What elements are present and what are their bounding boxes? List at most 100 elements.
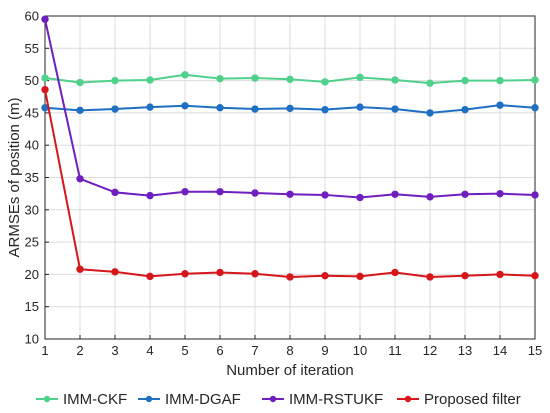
legend-label: IMM-CKF xyxy=(63,391,127,408)
data-point-proposed-filter xyxy=(496,270,504,279)
legend-label: Proposed filter xyxy=(424,391,521,408)
data-point-imm-ckf xyxy=(391,76,399,84)
data-point-imm-rstukf xyxy=(216,188,224,196)
data-point-imm-dgaf xyxy=(426,109,434,117)
data-point-imm-ckf xyxy=(76,78,84,87)
data-point-imm-dgaf xyxy=(496,101,504,109)
data-point-imm-ckf xyxy=(216,74,224,83)
x-tick-label: 2 xyxy=(76,343,83,358)
data-point-imm-dgaf xyxy=(181,102,189,110)
x-tick-label: 11 xyxy=(388,343,402,358)
y-tick-label: 30 xyxy=(25,202,39,217)
data-point-imm-dgaf xyxy=(146,103,154,111)
data-point-imm-ckf xyxy=(426,79,434,87)
data-point-imm-ckf xyxy=(531,76,539,84)
data-point-imm-ckf xyxy=(356,73,364,82)
legend-label: IMM-DGAF xyxy=(165,391,241,408)
data-point-imm-ckf xyxy=(111,76,119,85)
data-point-imm-rstukf xyxy=(356,193,364,202)
data-point-imm-rstukf xyxy=(146,191,154,200)
data-point-proposed-filter xyxy=(391,268,399,277)
data-point-imm-rstukf xyxy=(391,190,399,198)
x-tick-label: 14 xyxy=(493,343,507,358)
x-tick-label: 6 xyxy=(216,343,223,358)
y-axis-label: ARMSEs of position (m) xyxy=(6,97,23,257)
data-point-imm-dgaf xyxy=(461,105,469,114)
data-point-imm-ckf xyxy=(146,76,154,84)
data-point-proposed-filter xyxy=(461,271,469,280)
x-tick-label: 1 xyxy=(41,343,48,358)
x-tick-label: 7 xyxy=(251,343,258,358)
data-point-imm-ckf xyxy=(461,76,469,85)
legend-swatch-marker xyxy=(145,395,153,403)
data-point-proposed-filter xyxy=(356,272,364,281)
data-point-proposed-filter xyxy=(426,273,434,281)
data-point-imm-ckf xyxy=(251,74,259,82)
data-point-proposed-filter xyxy=(216,268,224,277)
y-tick-label: 15 xyxy=(25,299,39,314)
x-axis-label: Number of iteration xyxy=(226,362,354,379)
y-tick-label: 10 xyxy=(25,332,39,347)
y-tick-label: 55 xyxy=(25,41,39,56)
data-point-imm-dgaf xyxy=(356,103,364,111)
data-point-imm-rstukf xyxy=(251,189,259,197)
legend: IMM-CKF IMM-DGAF IMM-RSTUKF Proposed filter xyxy=(36,391,521,408)
data-point-imm-ckf xyxy=(181,71,189,79)
data-point-imm-rstukf xyxy=(496,189,504,198)
data-point-imm-dgaf xyxy=(391,105,399,113)
data-point-proposed-filter xyxy=(76,265,84,273)
legend-swatch-marker xyxy=(269,395,277,403)
legend-item-proposed-filter: Proposed filter xyxy=(397,391,521,408)
x-tick-label: 8 xyxy=(286,343,293,358)
data-point-imm-dgaf xyxy=(251,105,259,113)
legend-label: IMM-RSTUKF xyxy=(289,391,383,408)
data-point-imm-dgaf xyxy=(111,105,119,113)
data-point-imm-ckf xyxy=(321,78,329,86)
data-point-imm-dgaf xyxy=(76,106,84,115)
x-tick-label: 9 xyxy=(321,343,328,358)
data-point-imm-dgaf xyxy=(286,104,294,113)
data-point-imm-rstukf xyxy=(461,190,469,198)
grid-lines xyxy=(44,15,536,340)
data-point-proposed-filter xyxy=(146,272,154,281)
legend-item-imm-rstukf: IMM-RSTUKF xyxy=(262,391,383,408)
axis-ticks: 1 2 3 4 5 6 7 8 9 10 11 12 13 14 151015202530354045505… xyxy=(25,9,543,359)
data-point-imm-rstukf xyxy=(76,175,84,183)
data-point-proposed-filter xyxy=(41,85,49,94)
data-point-proposed-filter xyxy=(111,268,119,276)
series-proposed-filter xyxy=(41,85,539,281)
data-point-imm-ckf xyxy=(286,75,294,84)
data-point-imm-dgaf xyxy=(531,104,539,112)
data-point-imm-ckf xyxy=(41,74,49,82)
y-tick-label: 35 xyxy=(25,170,39,185)
series-imm-dgaf xyxy=(41,101,539,117)
data-point-imm-rstukf xyxy=(531,191,539,199)
data-point-imm-rstukf xyxy=(111,188,119,197)
y-tick-label: 20 xyxy=(25,267,39,282)
y-tick-label: 45 xyxy=(25,105,39,120)
data-point-imm-rstukf xyxy=(41,15,49,23)
x-tick-label: 10 xyxy=(353,343,367,358)
data-point-proposed-filter xyxy=(321,271,329,280)
y-tick-label: 25 xyxy=(25,235,39,250)
x-tick-label: 3 xyxy=(111,343,118,358)
data-point-imm-rstukf xyxy=(321,191,329,199)
data-point-proposed-filter xyxy=(531,271,539,280)
x-tick-label: 12 xyxy=(423,343,437,358)
x-tick-label: 13 xyxy=(458,343,472,358)
data-point-proposed-filter xyxy=(181,270,189,278)
data-point-imm-dgaf xyxy=(216,104,224,112)
data-point-imm-rstukf xyxy=(286,190,294,198)
series-group xyxy=(41,15,539,281)
x-tick-label: 4 xyxy=(146,343,153,358)
legend-swatch-marker xyxy=(43,395,51,403)
legend-item-imm-dgaf: IMM-DGAF xyxy=(138,391,241,408)
data-point-imm-rstukf xyxy=(426,193,434,201)
series-imm-rstukf xyxy=(41,15,539,202)
y-tick-label: 50 xyxy=(25,73,39,88)
y-tick-label: 40 xyxy=(25,138,39,153)
legend-item-imm-ckf: IMM-CKF xyxy=(36,391,127,408)
data-point-proposed-filter xyxy=(251,270,259,278)
data-point-imm-rstukf xyxy=(181,188,189,196)
